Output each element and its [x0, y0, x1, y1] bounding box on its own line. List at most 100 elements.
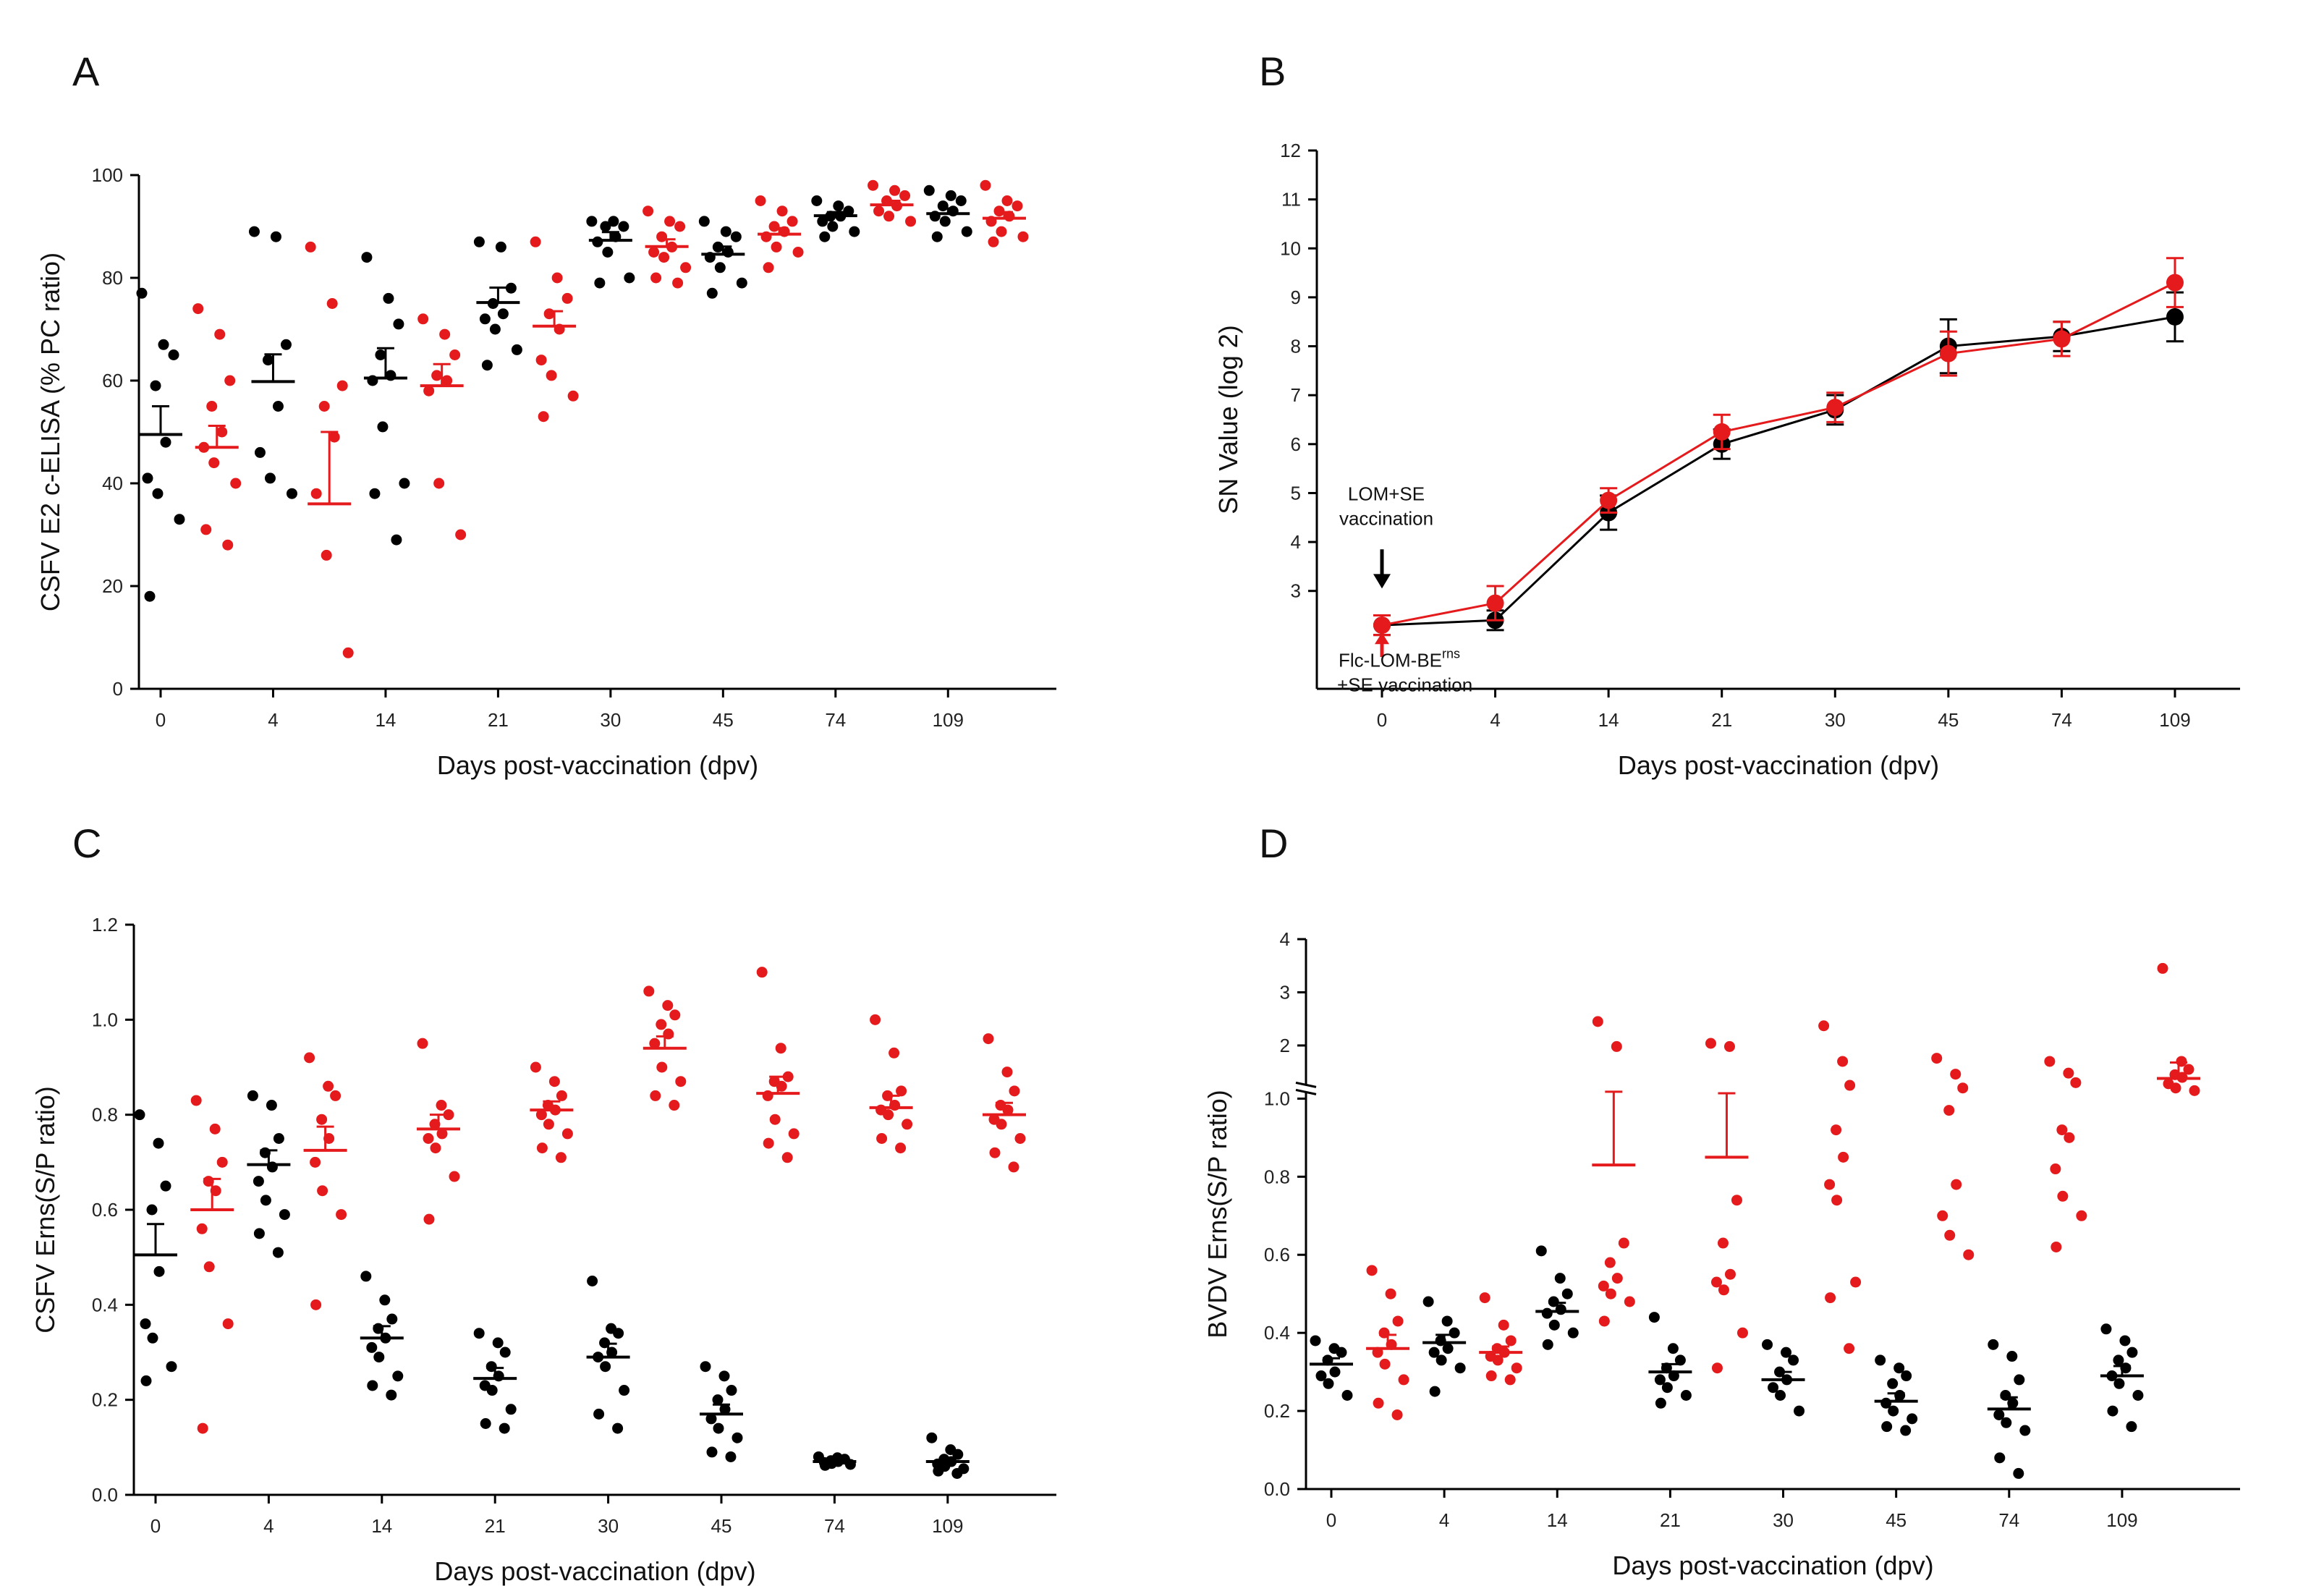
data-point	[2001, 1417, 2012, 1428]
data-point	[650, 1090, 661, 1101]
data-point	[849, 226, 860, 237]
data-point	[253, 1228, 265, 1239]
data-point	[889, 1047, 900, 1059]
annotation-black-1: LOM+SE	[1348, 483, 1425, 505]
data-point	[2132, 1389, 2144, 1401]
data-point	[2019, 1425, 2031, 1436]
data-point	[1901, 1370, 1912, 1382]
data-point	[725, 1451, 737, 1462]
data-point	[1993, 1409, 2005, 1420]
data-point	[1837, 1056, 1849, 1067]
data-point	[1831, 1124, 1842, 1136]
y-tick-label: 20	[102, 575, 123, 597]
data-point	[423, 1133, 434, 1144]
y-tick-label: 3	[1291, 580, 1301, 602]
data-point	[551, 272, 563, 284]
data-point	[769, 1114, 781, 1125]
data-point	[273, 1133, 284, 1144]
y-tick-label: 0.0	[92, 1484, 118, 1506]
data-point	[1592, 1016, 1603, 1027]
data-point	[989, 1147, 1001, 1158]
data-point	[2183, 1064, 2194, 1075]
data-point	[1762, 1339, 1773, 1350]
x-tick-label: 21	[485, 1515, 506, 1537]
data-point	[1442, 1343, 1454, 1354]
x-tick-label: 30	[1825, 709, 1846, 731]
x-tick-label: 74	[825, 709, 846, 731]
data-point	[648, 247, 660, 258]
data-point	[264, 472, 276, 484]
data-point	[499, 1422, 510, 1434]
data-point	[323, 1080, 334, 1092]
y-tick-label: 0.6	[1264, 1244, 1290, 1265]
data-point	[321, 549, 332, 561]
data-point	[1900, 1425, 1912, 1436]
data-point	[1661, 1382, 1673, 1394]
data-point	[423, 385, 435, 396]
data-point	[230, 478, 242, 489]
y-tick-label: 80	[102, 267, 123, 289]
data-point	[2126, 1421, 2137, 1433]
x-tick-label: 109	[932, 1515, 963, 1537]
data-point	[619, 1385, 630, 1396]
data-point	[1486, 594, 1504, 612]
y-tick-label: 0	[113, 678, 123, 700]
data-point	[1341, 1389, 1353, 1401]
data-point	[883, 211, 895, 222]
data-point	[150, 380, 161, 391]
data-point	[669, 1009, 681, 1021]
data-point	[1844, 1080, 1856, 1091]
panel-c: C 0.0 0.2 0.4 0.6 0.8 1.0 1.2 CSFV Erns(S/P rati…	[30, 820, 1056, 1586]
y-axis-title: CSFV E2 c-ELISA (% PC ratio)	[35, 253, 65, 611]
y-tick-label: 100	[92, 164, 123, 186]
data-point	[417, 313, 429, 325]
data-point	[140, 1318, 151, 1330]
x-tick-label: 0	[150, 1515, 161, 1537]
data-point	[1794, 1405, 1805, 1417]
x-tick-label: 21	[1711, 709, 1732, 731]
data-point	[656, 1019, 667, 1030]
data-point	[305, 241, 316, 253]
data-point	[166, 1361, 177, 1373]
data-point	[618, 221, 629, 232]
data-point	[1385, 1288, 1396, 1299]
data-point	[200, 524, 212, 535]
data-point	[664, 216, 676, 227]
data-point	[206, 401, 218, 412]
data-point	[310, 1299, 322, 1310]
y-tick-label: 9	[1291, 287, 1301, 308]
data-point	[713, 1422, 724, 1434]
y-tick-label: 40	[102, 472, 123, 494]
data-point	[1887, 1378, 1899, 1389]
data-point	[2126, 1347, 2138, 1358]
data-point	[612, 1422, 624, 1434]
data-point	[722, 247, 734, 258]
data-point	[430, 1142, 441, 1154]
data-point	[899, 190, 911, 201]
data-point	[1392, 1315, 1404, 1327]
y-tick-label: 8	[1291, 336, 1301, 357]
data-point	[714, 262, 726, 273]
data-point	[756, 967, 768, 978]
data-point	[1567, 1327, 1579, 1339]
data-point	[1454, 1362, 1466, 1374]
data-point	[367, 1380, 378, 1391]
data-point	[248, 226, 260, 237]
data-point	[336, 1209, 347, 1221]
data-point	[1498, 1319, 1509, 1331]
data-point	[360, 1271, 372, 1282]
data-point	[587, 1276, 598, 1286]
data-point	[1485, 1370, 1497, 1382]
data-point	[980, 179, 991, 191]
data-point	[1717, 1237, 1729, 1249]
x-tick-label: 0	[1326, 1509, 1336, 1531]
data-point	[602, 247, 614, 258]
data-point	[158, 339, 169, 350]
x-tick-label: 4	[1490, 709, 1500, 731]
data-point	[833, 200, 844, 212]
data-point	[983, 1033, 994, 1045]
data-point	[608, 216, 619, 227]
data-point	[160, 436, 171, 448]
data-point	[417, 1038, 428, 1049]
